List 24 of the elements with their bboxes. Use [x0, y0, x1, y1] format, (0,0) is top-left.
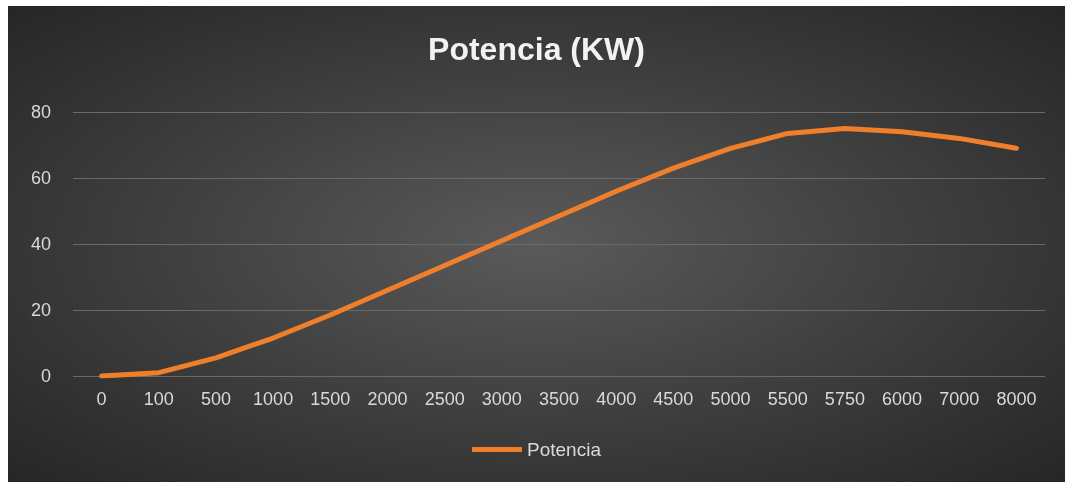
x-tick-label: 6000 — [882, 389, 923, 409]
x-tick-label: 4000 — [596, 389, 637, 409]
x-tick-label: 3000 — [481, 389, 522, 409]
x-tick-label: 4500 — [653, 389, 694, 409]
x-tick-label: 100 — [143, 389, 174, 409]
chart-title: Potencia (KW) — [428, 31, 645, 67]
x-tick-label: 0 — [96, 389, 107, 409]
y-tick-label: 0 — [40, 366, 51, 386]
y-tick-label: 40 — [30, 234, 51, 254]
x-tick-label: 5750 — [824, 389, 865, 409]
y-tick-label: 20 — [30, 300, 51, 320]
x-tick-label: 8000 — [996, 389, 1037, 409]
x-tick-label: 500 — [200, 389, 231, 409]
x-tick-label: 5500 — [767, 389, 808, 409]
x-tick-label: 5000 — [710, 389, 751, 409]
x-tick-label: 1000 — [253, 389, 294, 409]
y-tick-label: 60 — [30, 168, 51, 188]
x-tick-label: 2500 — [424, 389, 465, 409]
x-tick-label: 7000 — [939, 389, 980, 409]
x-tick-label: 1500 — [310, 389, 351, 409]
x-tick-label: 3500 — [538, 389, 580, 409]
legend-label: Potencia — [527, 439, 602, 460]
x-tick-label: 2000 — [367, 389, 408, 409]
y-tick-label: 80 — [30, 102, 51, 122]
